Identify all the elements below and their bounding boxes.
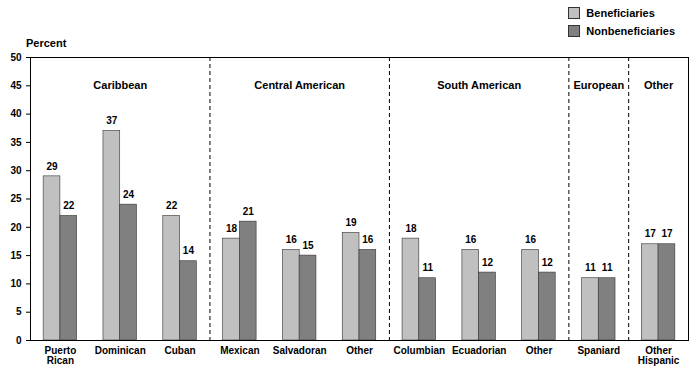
svg-text:Mexican: Mexican xyxy=(220,345,259,356)
svg-text:12: 12 xyxy=(482,257,494,268)
svg-text:16: 16 xyxy=(362,234,374,245)
svg-text:40: 40 xyxy=(10,108,22,119)
svg-text:Cuban: Cuban xyxy=(164,345,195,356)
svg-text:22: 22 xyxy=(166,200,178,211)
svg-text:16: 16 xyxy=(465,234,477,245)
svg-text:30: 30 xyxy=(10,165,22,176)
svg-text:20: 20 xyxy=(10,222,22,233)
svg-text:10: 10 xyxy=(10,278,22,289)
svg-text:25: 25 xyxy=(10,193,22,204)
svg-text:18: 18 xyxy=(226,223,238,234)
svg-text:Salvadoran: Salvadoran xyxy=(273,345,327,356)
svg-text:16: 16 xyxy=(525,234,537,245)
svg-text:PuertoRican: PuertoRican xyxy=(45,345,77,366)
svg-text:12: 12 xyxy=(542,257,554,268)
svg-text:21: 21 xyxy=(243,206,255,217)
svg-text:Central American: Central American xyxy=(254,79,345,91)
svg-text:0: 0 xyxy=(16,335,22,346)
svg-text:European: European xyxy=(573,79,624,91)
svg-text:17: 17 xyxy=(645,228,657,239)
svg-text:29: 29 xyxy=(46,161,58,172)
svg-text:18: 18 xyxy=(405,223,417,234)
svg-text:Dominican: Dominican xyxy=(95,345,146,356)
svg-text:22: 22 xyxy=(63,200,75,211)
html-text:Nonbeneficiaries: Nonbeneficiaries xyxy=(586,25,675,37)
svg-text:24: 24 xyxy=(123,189,135,200)
svg-text:Other: Other xyxy=(346,345,373,356)
svg-text:15: 15 xyxy=(10,250,22,261)
svg-text:11: 11 xyxy=(585,262,596,273)
svg-text:14: 14 xyxy=(183,245,195,256)
svg-text:45: 45 xyxy=(10,80,22,91)
svg-text:Ecuadorian: Ecuadorian xyxy=(452,345,506,356)
html-text:Beneficiaries: Beneficiaries xyxy=(586,7,655,19)
svg-text:Columbian: Columbian xyxy=(393,345,445,356)
svg-text:16: 16 xyxy=(286,234,298,245)
svg-text:Other: Other xyxy=(644,79,674,91)
svg-text:50: 50 xyxy=(10,52,22,63)
svg-text:35: 35 xyxy=(10,137,22,148)
svg-text:Other: Other xyxy=(526,345,553,356)
svg-text:11: 11 xyxy=(602,262,613,273)
svg-text:Caribbean: Caribbean xyxy=(93,79,147,91)
svg-text:5: 5 xyxy=(16,306,22,317)
svg-text:19: 19 xyxy=(346,217,358,228)
svg-text:11: 11 xyxy=(422,262,433,273)
svg-text:South American: South American xyxy=(437,79,521,91)
svg-text:Spaniard: Spaniard xyxy=(577,345,620,356)
svg-text:17: 17 xyxy=(661,228,673,239)
html-text:Percent: Percent xyxy=(26,37,67,49)
svg-text:37: 37 xyxy=(106,115,118,126)
svg-text:OtherHispanic: OtherHispanic xyxy=(638,345,680,366)
svg-text:15: 15 xyxy=(302,240,314,251)
